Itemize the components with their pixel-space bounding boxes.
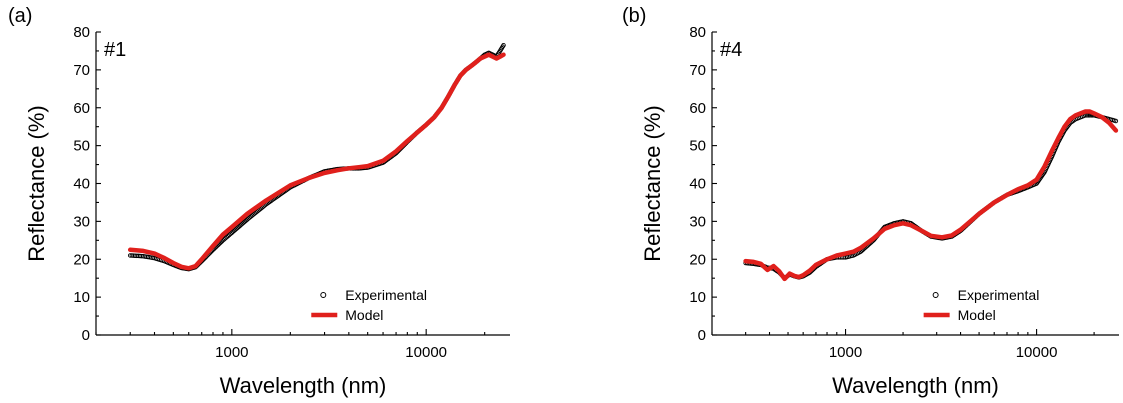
y-tick-label: 80 [73,24,90,41]
series-model-line [127,52,506,271]
y-tick-label: 50 [689,138,706,155]
chart-panel-a: (a) #1 0 10 20 30 40 50 60 70 80 1000 10000 Wavelengt… [8,5,510,398]
x-tick-label: 1000 [829,344,862,361]
legend: Experimental Model [311,287,427,323]
panel-label: (b) [622,5,646,27]
y-tick-label: 70 [689,62,706,79]
sample-tag: #4 [720,39,742,61]
y-tick-label: 10 [689,289,706,306]
x-tick-label: 10000 [1016,344,1058,361]
legend-label-experimental: Experimental [958,287,1040,303]
legend-marker-experimental [932,292,939,298]
x-tick-label: 1000 [215,344,248,361]
y-tick-label: 20 [73,251,90,268]
y-tick-label: 70 [73,62,90,79]
legend-label-model: Model [345,307,383,323]
sample-tag: #1 [104,39,126,61]
chart-panel-b: (b) #4 0 10 20 30 40 50 60 70 80 1000 10000 Wavelengt… [622,5,1119,398]
x-tick-label: 10000 [405,344,447,361]
legend-label-model: Model [958,307,996,323]
y-axis-title: Reflectance (%) [640,105,665,262]
data-point-experimental [1113,118,1119,124]
x-axis-title: Wavelength (nm) [220,373,387,398]
panel-label: (a) [8,5,32,27]
legend-marker-experimental [320,292,327,298]
y-tick-label: 80 [689,24,706,41]
legend-label-experimental: Experimental [345,287,427,303]
data-point-experimental [501,43,506,48]
y-tick-label: 60 [689,100,706,117]
y-tick-label: 20 [689,251,706,268]
y-tick-label: 60 [73,100,90,117]
y-tick-label: 30 [689,213,706,230]
y-axis-title: Reflectance (%) [24,105,49,262]
plot-area [127,43,506,272]
series-model-line [743,109,1119,282]
y-tick-label: 0 [698,327,706,344]
series-experimental [743,113,1119,281]
plot-area [743,109,1119,282]
y-tick-label: 40 [73,176,90,193]
y-tick-label: 30 [73,213,90,230]
y-tick-label: 0 [82,327,90,344]
y-tick-label: 10 [73,289,90,306]
y-tick-label: 50 [73,138,90,155]
legend: Experimental Model [923,287,1040,323]
x-axis-title: Wavelength (nm) [832,373,999,398]
series-experimental [127,43,506,272]
y-tick-label: 40 [689,176,706,193]
